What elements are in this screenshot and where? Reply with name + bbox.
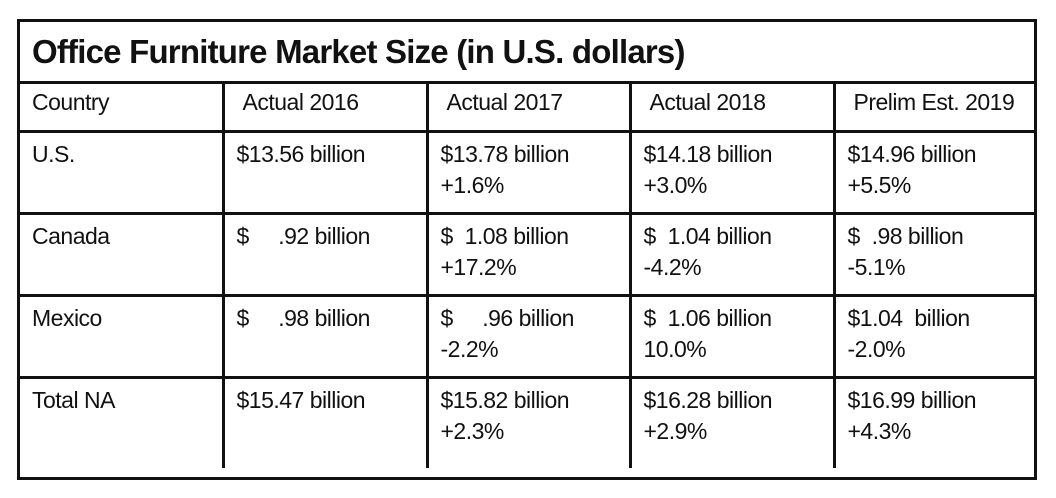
value-amount: $14.18 billion (643, 140, 773, 167)
value-amount: $ 1.08 billion (440, 222, 570, 249)
table-row: U.S. $13.56 billion $13.78 billion +1.6%… (20, 129, 1034, 215)
table-title: Office Furniture Market Size (in U.S. do… (32, 32, 685, 70)
value-cell: $ 1.04 billion -4.2% (628, 211, 836, 297)
value-cell: $16.28 billion +2.9% (628, 375, 836, 468)
header-country: Country (20, 81, 225, 133)
value-cell: $ .98 billion (221, 293, 429, 379)
value-amount: $ .98 billion (236, 304, 371, 331)
value-cell: $14.96 billion +5.5% (832, 129, 1034, 215)
value-cell: $ .92 billion (221, 211, 429, 297)
value-change: -2.0% (847, 335, 906, 362)
table-row: Total NA $15.47 billion $15.82 billion +… (20, 375, 1034, 468)
value-change: +4.3% (847, 417, 912, 444)
market-size-table: Country Actual 2016 Actual 2017 Actual 2… (20, 81, 1034, 468)
header-actual-2018: Actual 2018 (628, 81, 836, 133)
value-amount: $ 1.06 billion (643, 304, 773, 331)
table-row: Mexico $ .98 billion $ .96 billion -2.2%… (20, 293, 1034, 379)
value-change: -2.2% (440, 335, 499, 362)
table-row: Canada $ .92 billion $ 1.08 billion +17.… (20, 211, 1034, 297)
value-cell: $15.82 billion +2.3% (425, 375, 632, 468)
value-change: 10.0% (643, 335, 707, 362)
header-actual-2017: Actual 2017 (425, 81, 632, 133)
value-change: +2.9% (643, 417, 708, 444)
header-prelim-est-2019: Prelim Est. 2019 (832, 81, 1034, 133)
value-cell: $15.47 billion (221, 375, 429, 468)
title-bar: Office Furniture Market Size (in U.S. do… (20, 22, 1034, 84)
value-cell: $1.04 billion -2.0% (832, 293, 1034, 379)
value-change: +2.3% (440, 417, 505, 444)
value-amount: $16.99 billion (847, 386, 977, 413)
value-amount: $13.56 billion (236, 140, 366, 167)
value-cell: $16.99 billion +4.3% (832, 375, 1034, 468)
value-amount: $ .92 billion (236, 222, 371, 249)
header-actual-2016: Actual 2016 (221, 81, 429, 133)
value-change: +3.0% (643, 171, 708, 198)
value-cell: $13.78 billion +1.6% (425, 129, 632, 215)
value-change: +17.2% (440, 253, 517, 280)
value-cell: $14.18 billion +3.0% (628, 129, 836, 215)
value-amount: $ 1.04 billion (643, 222, 773, 249)
value-cell: $13.56 billion (221, 129, 429, 215)
value-cell: $ .98 billion -5.1% (832, 211, 1034, 297)
value-cell: $ .96 billion -2.2% (425, 293, 632, 379)
value-amount: $15.47 billion (236, 386, 366, 413)
value-amount: $15.82 billion (440, 386, 570, 413)
value-amount: $13.78 billion (440, 140, 570, 167)
value-amount: $14.96 billion (847, 140, 977, 167)
value-amount: $ .96 billion (440, 304, 575, 331)
country-cell: Canada (20, 211, 225, 297)
header-row: Country Actual 2016 Actual 2017 Actual 2… (20, 81, 1034, 133)
value-amount: $16.28 billion (643, 386, 773, 413)
country-cell: Total NA (20, 375, 225, 468)
market-size-table-frame: Office Furniture Market Size (in U.S. do… (17, 19, 1037, 480)
country-cell: U.S. (20, 129, 225, 215)
value-change: -4.2% (643, 253, 702, 280)
value-change: +1.6% (440, 171, 505, 198)
country-cell: Mexico (20, 293, 225, 379)
value-change: +5.5% (847, 171, 912, 198)
value-cell: $ 1.06 billion 10.0% (628, 293, 836, 379)
value-amount: $ .98 billion (847, 222, 964, 249)
value-amount: $1.04 billion (847, 304, 971, 331)
value-change: -5.1% (847, 253, 906, 280)
value-cell: $ 1.08 billion +17.2% (425, 211, 632, 297)
